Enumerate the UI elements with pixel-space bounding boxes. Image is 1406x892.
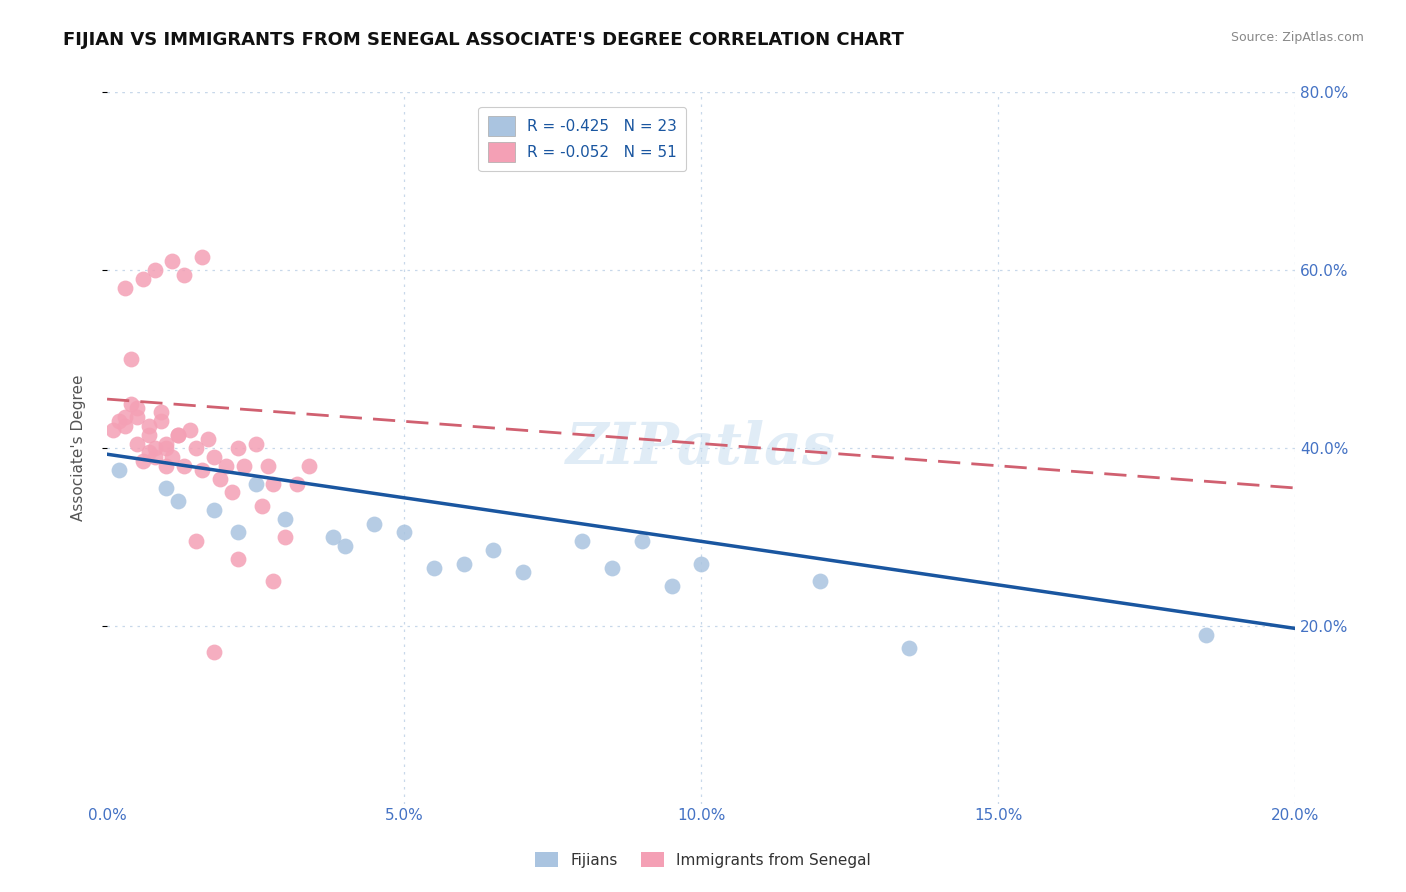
Point <box>125 409 148 424</box>
Point <box>162 254 184 268</box>
Point <box>250 499 273 513</box>
Point <box>482 543 505 558</box>
Point <box>322 530 344 544</box>
Point <box>114 281 136 295</box>
Point <box>138 445 160 459</box>
Point <box>226 525 249 540</box>
Point <box>186 534 208 549</box>
Point <box>108 463 131 477</box>
Point <box>132 272 155 286</box>
Point <box>173 458 195 473</box>
Legend: R = -0.425   N = 23, R = -0.052   N = 51: R = -0.425 N = 23, R = -0.052 N = 51 <box>478 107 686 171</box>
Point <box>114 418 136 433</box>
Point <box>453 557 475 571</box>
Point <box>898 640 921 655</box>
Point <box>149 414 172 428</box>
Point <box>155 458 177 473</box>
Point <box>333 539 356 553</box>
Point <box>101 423 124 437</box>
Point <box>232 458 254 473</box>
Point <box>690 557 713 571</box>
Point <box>108 414 131 428</box>
Point <box>245 476 267 491</box>
Point <box>221 485 243 500</box>
Point <box>1195 628 1218 642</box>
Point <box>262 476 284 491</box>
Point <box>202 450 225 464</box>
Point <box>155 436 177 450</box>
Point <box>363 516 385 531</box>
Point <box>274 512 297 526</box>
Point <box>125 401 148 415</box>
Point <box>155 481 177 495</box>
Point <box>167 494 190 508</box>
Point <box>600 561 623 575</box>
Point <box>143 263 166 277</box>
Point <box>423 561 446 575</box>
Point <box>256 458 278 473</box>
Point <box>149 405 172 419</box>
Point <box>114 409 136 424</box>
Point <box>162 450 184 464</box>
Point <box>143 441 166 455</box>
Point <box>186 441 208 455</box>
Point <box>245 436 267 450</box>
Point <box>125 436 148 450</box>
Point <box>298 458 321 473</box>
Point <box>120 352 142 367</box>
Point <box>173 268 195 282</box>
Point <box>138 418 160 433</box>
Point <box>512 566 534 580</box>
Point <box>202 645 225 659</box>
Point <box>274 530 297 544</box>
Point <box>226 441 249 455</box>
Point <box>155 441 177 455</box>
Y-axis label: Associate's Degree: Associate's Degree <box>72 375 86 521</box>
Point <box>132 454 155 468</box>
Point <box>285 476 308 491</box>
Point <box>179 423 201 437</box>
Point <box>631 534 654 549</box>
Point <box>808 574 831 589</box>
Point <box>661 579 683 593</box>
Point <box>191 250 214 264</box>
Legend: Fijians, Immigrants from Senegal: Fijians, Immigrants from Senegal <box>529 846 877 873</box>
Point <box>202 503 225 517</box>
Point <box>571 534 593 549</box>
Point <box>138 427 160 442</box>
Point <box>262 574 284 589</box>
Point <box>226 552 249 566</box>
Point <box>167 427 190 442</box>
Text: Source: ZipAtlas.com: Source: ZipAtlas.com <box>1230 31 1364 45</box>
Point <box>120 396 142 410</box>
Point <box>191 463 214 477</box>
Point <box>215 458 238 473</box>
Text: ZIPatlas: ZIPatlas <box>567 420 837 476</box>
Text: FIJIAN VS IMMIGRANTS FROM SENEGAL ASSOCIATE'S DEGREE CORRELATION CHART: FIJIAN VS IMMIGRANTS FROM SENEGAL ASSOCI… <box>63 31 904 49</box>
Point <box>197 432 219 446</box>
Point <box>208 472 231 486</box>
Point <box>167 427 190 442</box>
Point <box>143 450 166 464</box>
Point <box>392 525 415 540</box>
